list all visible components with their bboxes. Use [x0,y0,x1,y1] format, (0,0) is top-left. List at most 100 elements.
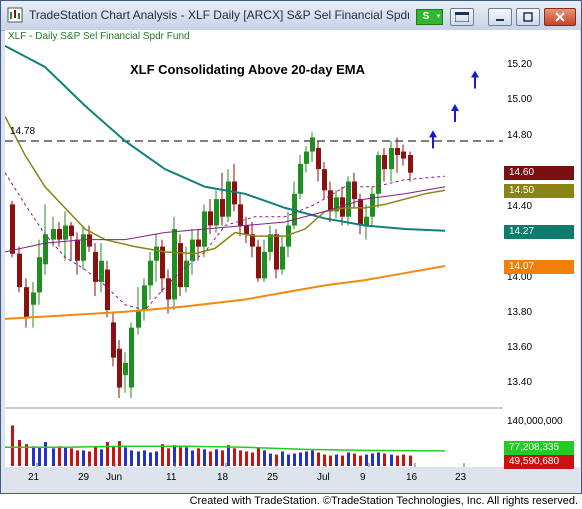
candle-body [105,269,110,311]
volume-bar [251,452,254,466]
volume-bar [173,445,176,466]
candle-body [57,229,62,240]
volume-bar [359,455,362,466]
volume-bar [197,448,200,466]
volume-bar [281,451,284,466]
volume-bar [215,449,218,466]
price-axis-panel [503,30,580,467]
candle-body [10,204,15,254]
volume-bar [209,451,212,466]
candle-body [328,190,333,212]
last-price-badge: 14.60 [504,166,574,180]
close-button[interactable] [544,8,576,26]
volume-bar [82,450,85,466]
price-tick-label: 13.40 [507,377,533,388]
candle-body [358,199,363,226]
volume-bar [118,441,121,466]
volume-bar [11,425,14,466]
candle-body [389,148,394,170]
volume-bar [239,450,242,466]
date-tick-label: 23 [455,472,467,483]
candle-body [166,278,171,300]
symbol-link-dropdown-icon[interactable]: ▼ [435,9,443,25]
price-tick-label: 13.60 [507,342,533,353]
date-tick-label: 9 [360,472,366,483]
candle-body [226,181,231,217]
candle-body [364,216,369,226]
volume-tick-label: 140,000,000 [507,416,563,427]
candle-body [214,199,219,226]
volume-bar [52,448,55,466]
candle-body [172,229,177,300]
symbol-link-button[interactable]: S [416,9,436,25]
maximize-button[interactable] [516,8,540,26]
candle-body [262,251,267,279]
volume-bar [317,452,320,466]
volume-bar [377,452,380,466]
close-icon [555,12,565,22]
volume-bar [396,455,399,466]
candle-body [298,163,303,194]
volume-bar [329,455,332,466]
volume-bar [18,440,21,466]
volume-bar [269,453,272,466]
volume-bar [409,455,412,466]
volume-bar [257,448,260,466]
date-tick-label: Jul [317,472,330,483]
candle-body [17,253,22,288]
footer: Created with TradeStation. ©TradeStation… [0,494,582,509]
volume-bar [383,453,386,466]
ema-20-badge: 14.50 [504,184,574,198]
volume-bar [179,447,182,466]
candle-body [184,260,189,288]
title-bar[interactable]: TradeStation Chart Analysis - XLF Daily … [1,1,581,31]
candle-body [190,239,195,261]
volume-bar [94,447,97,466]
volume-bar [335,454,338,466]
volume-bar [390,454,393,466]
window-title: TradeStation Chart Analysis - XLF Daily … [29,8,409,22]
window-menu-button[interactable] [450,8,474,26]
volume-bar [347,452,350,466]
volume-bar [245,451,248,466]
candle-body [75,239,80,261]
volume-bar [191,450,194,466]
candle-body [43,234,48,265]
volume-bar [299,452,302,466]
candle-body [382,155,387,170]
volume-bar [137,451,140,466]
price-chart-area[interactable] [4,30,503,467]
candle-body [340,197,345,217]
candle-body [111,322,116,358]
volume-last-badge: 49,590,680 [504,455,574,469]
price-tick-label: 14.80 [507,130,533,141]
candle-body [334,197,339,212]
candle-body [286,225,291,247]
volume-bar [64,447,67,466]
volume-bar [130,450,133,466]
candle-body [37,257,42,293]
candle-body [178,243,183,288]
volume-bar [143,450,146,466]
volume-bar [227,445,230,466]
date-tick-label: 25 [267,472,279,483]
candle-body [370,193,375,217]
price-tick-label: 15.20 [507,59,533,70]
reference-line-label: 14.78 [10,126,36,137]
candle-body [24,287,29,318]
candle-body [346,181,351,217]
volume-bar [287,454,290,466]
candle-body [238,204,243,226]
candle-body [220,199,225,217]
volume-bar [149,452,152,466]
volume-bar [25,444,28,466]
price-tick-label: 14.00 [507,272,533,283]
candle-body [256,246,261,279]
minimize-button[interactable] [488,8,512,26]
volume-bar [185,447,188,466]
candle-body [310,137,315,152]
date-tick-label: 16 [406,472,418,483]
ema-orange-line [4,265,446,320]
candle-body [99,260,104,282]
volume-bar [167,448,170,466]
